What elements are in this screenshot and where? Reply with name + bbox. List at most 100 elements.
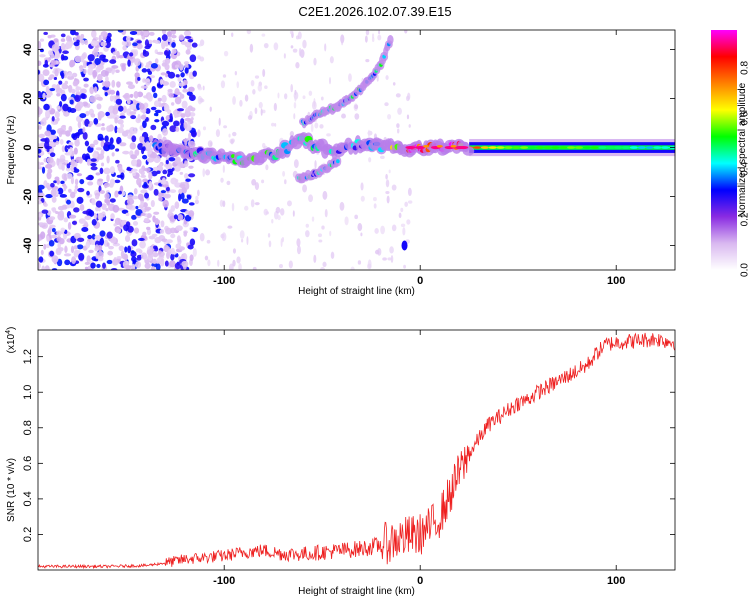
noise-speckle bbox=[56, 92, 61, 97]
noise-speckle bbox=[155, 263, 161, 270]
noise-speckle bbox=[268, 240, 272, 248]
noise-speckle bbox=[162, 128, 169, 136]
noise-speckle bbox=[246, 30, 252, 35]
main-tone-segment bbox=[567, 146, 576, 149]
noise-speckle bbox=[105, 76, 109, 82]
noise-speckle bbox=[57, 205, 65, 211]
noise-speckle bbox=[45, 164, 53, 169]
noise-speckle bbox=[129, 103, 136, 111]
noise-speckle bbox=[112, 258, 119, 266]
noise-speckle bbox=[143, 217, 150, 223]
y-tick-label: 1.2 bbox=[22, 349, 34, 364]
noise-speckle bbox=[231, 202, 235, 212]
noise-speckle bbox=[147, 60, 153, 66]
noise-speckle bbox=[354, 113, 360, 120]
noise-speckle bbox=[190, 116, 194, 121]
noise-speckle bbox=[170, 102, 175, 106]
noise-speckle bbox=[46, 235, 50, 242]
noise-speckle bbox=[70, 245, 75, 254]
noise-speckle bbox=[188, 86, 195, 93]
noise-speckle bbox=[68, 125, 73, 133]
noise-speckle bbox=[71, 150, 75, 157]
noise-speckle bbox=[39, 38, 45, 42]
noise-speckle bbox=[162, 169, 168, 175]
noise-speckle bbox=[89, 95, 97, 103]
noise-speckle bbox=[125, 35, 131, 43]
noise-speckle bbox=[388, 169, 391, 174]
noise-speckle bbox=[99, 237, 105, 246]
noise-speckle bbox=[273, 42, 279, 51]
noise-speckle bbox=[180, 192, 185, 200]
noise-speckle bbox=[138, 237, 145, 242]
noise-speckle bbox=[181, 260, 189, 268]
noise-speckle bbox=[51, 43, 59, 52]
noise-speckle bbox=[171, 41, 176, 48]
noise-speckle bbox=[234, 70, 238, 76]
noise-speckle bbox=[46, 124, 52, 133]
noise-speckle bbox=[344, 216, 349, 226]
noise-speckle bbox=[188, 202, 195, 206]
noise-speckle bbox=[314, 122, 319, 129]
x-tick-label: 0 bbox=[417, 275, 423, 287]
noise-speckle bbox=[189, 54, 197, 63]
noise-speckle bbox=[166, 31, 172, 37]
noise-speckle bbox=[188, 140, 196, 149]
noise-speckle bbox=[400, 223, 406, 228]
noise-speckle bbox=[140, 212, 146, 216]
noise-speckle bbox=[75, 86, 82, 91]
noise-speckle bbox=[166, 173, 171, 178]
noise-speckle bbox=[169, 125, 177, 133]
noise-speckle bbox=[311, 216, 315, 222]
main-tone-segment bbox=[653, 146, 662, 149]
noise-speckle bbox=[99, 230, 106, 237]
noise-speckle bbox=[74, 55, 82, 63]
noise-speckle bbox=[106, 259, 113, 265]
noise-speckle bbox=[61, 145, 66, 153]
noise-speckle bbox=[322, 261, 327, 268]
noise-speckle bbox=[407, 200, 413, 204]
noise-speckle bbox=[107, 115, 115, 119]
noise-speckle bbox=[74, 178, 79, 186]
noise-speckle bbox=[137, 76, 141, 81]
noise-speckle bbox=[93, 117, 99, 125]
noise-speckle bbox=[64, 259, 71, 266]
noise-speckle bbox=[357, 260, 362, 265]
x-tick-label: 0 bbox=[417, 575, 423, 587]
noise-speckle bbox=[60, 38, 66, 42]
main-tone-segment bbox=[520, 146, 529, 149]
noise-speckle bbox=[360, 182, 364, 191]
noise-speckle bbox=[184, 160, 188, 164]
noise-speckle bbox=[165, 159, 169, 165]
noise-speckle bbox=[142, 78, 146, 83]
noise-speckle bbox=[150, 63, 158, 69]
noise-speckle bbox=[163, 193, 171, 199]
noise-speckle bbox=[82, 132, 88, 140]
noise-speckle bbox=[41, 209, 49, 214]
main-tone-peak bbox=[415, 145, 426, 150]
noise-speckle bbox=[189, 238, 196, 246]
noise-speckle bbox=[220, 177, 224, 183]
colorbar-tick-label: 0.6 bbox=[740, 111, 750, 125]
noise-speckle bbox=[52, 138, 57, 143]
noise-speckle bbox=[111, 79, 116, 88]
noise-speckle bbox=[38, 107, 43, 115]
noise-speckle bbox=[123, 224, 129, 232]
noise-speckle bbox=[179, 171, 184, 175]
noise-speckle bbox=[174, 91, 182, 95]
noise-speckle bbox=[58, 158, 66, 163]
noise-speckle bbox=[311, 100, 317, 110]
noise-speckle bbox=[139, 240, 146, 249]
noise-speckle bbox=[88, 61, 92, 65]
noise-speckle bbox=[136, 177, 142, 186]
snr-x-label: Height of straight line (km) bbox=[298, 586, 415, 597]
noise-speckle bbox=[187, 38, 194, 43]
noise-speckle bbox=[128, 126, 137, 135]
noise-speckle bbox=[131, 214, 137, 220]
noise-speckle bbox=[40, 138, 48, 142]
noise-speckle bbox=[112, 107, 119, 115]
noise-speckle bbox=[117, 30, 124, 33]
noise-speckle bbox=[156, 51, 164, 55]
noise-speckle bbox=[101, 203, 107, 210]
noise-speckle bbox=[74, 184, 79, 190]
noise-speckle bbox=[350, 266, 355, 270]
